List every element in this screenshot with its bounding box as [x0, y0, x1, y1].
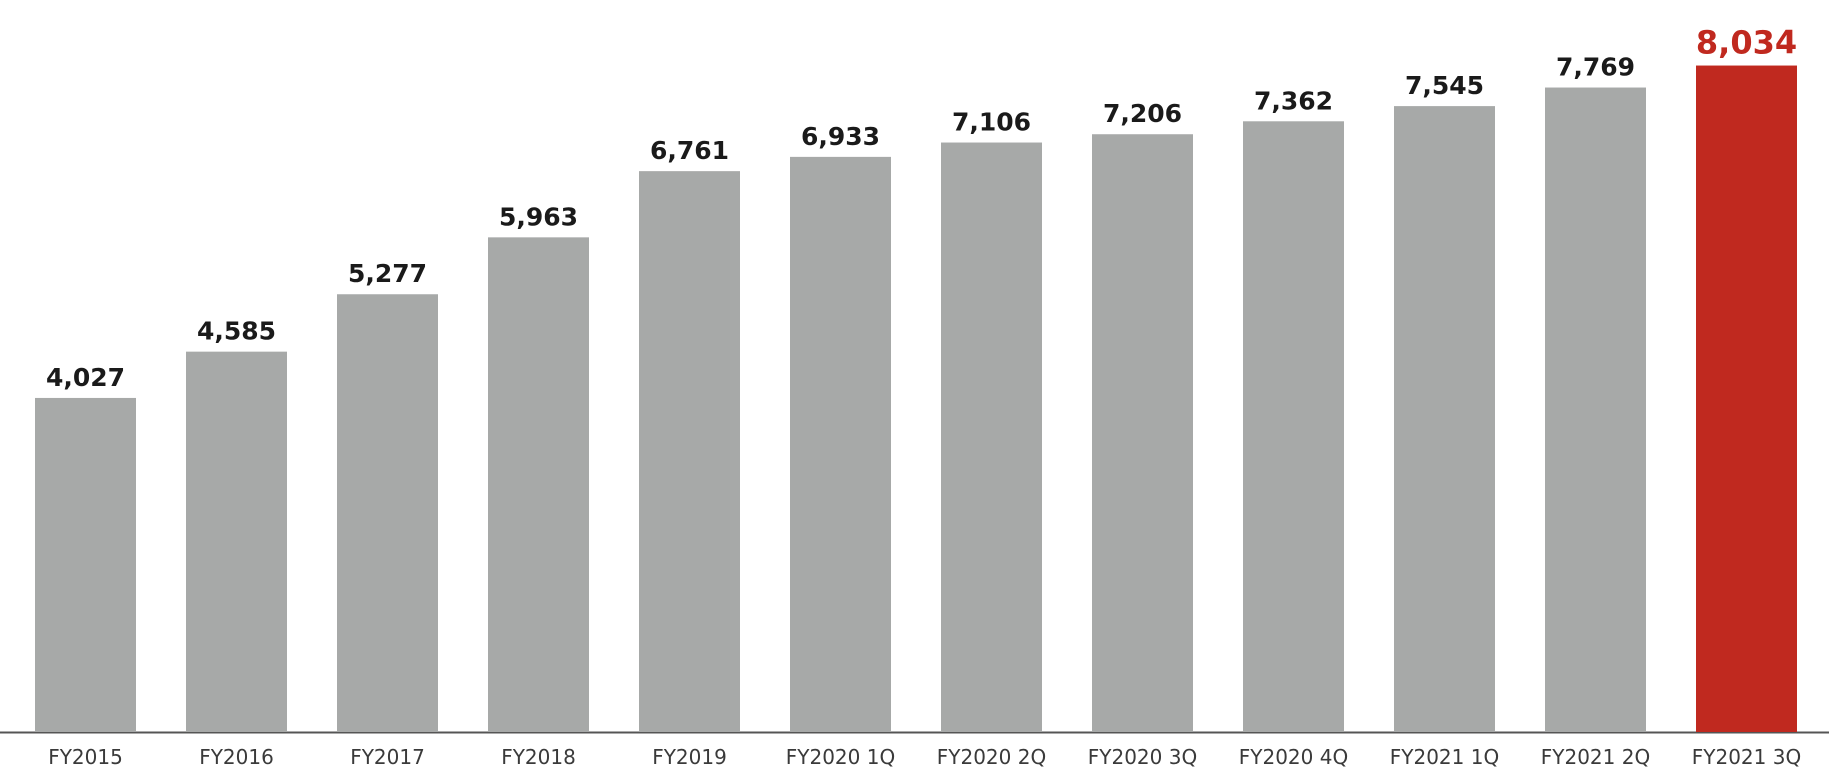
- bar: [186, 351, 287, 732]
- value-label: 5,963: [499, 202, 578, 231]
- value-label: 6,761: [650, 136, 729, 165]
- value-label: 7,206: [1103, 99, 1182, 128]
- x-tick-label: FY2017: [350, 745, 425, 769]
- x-tick-label: FY2019: [652, 745, 727, 769]
- bar: [337, 294, 438, 732]
- value-label: 7,545: [1405, 71, 1484, 100]
- bar: [1696, 65, 1797, 732]
- bar: [488, 237, 589, 732]
- x-tick-label: FY2015: [48, 745, 123, 769]
- bar: [1243, 121, 1344, 732]
- x-tick-label: FY2021 1Q: [1390, 745, 1499, 769]
- value-label: 7,106: [952, 108, 1031, 137]
- x-tick-label: FY2021 3Q: [1692, 745, 1801, 769]
- x-tick-label: FY2016: [199, 745, 274, 769]
- bar: [35, 397, 136, 732]
- value-label: 8,034: [1696, 24, 1797, 62]
- x-tick-label: FY2020 3Q: [1088, 745, 1197, 769]
- x-tick-label: FY2018: [501, 745, 576, 769]
- value-label: 5,277: [348, 259, 427, 288]
- bar: [1545, 87, 1646, 733]
- bar: [1394, 106, 1495, 732]
- x-tick-label: FY2020 2Q: [937, 745, 1046, 769]
- x-tick-label: FY2021 2Q: [1541, 745, 1650, 769]
- bar: [639, 171, 740, 733]
- value-label: 7,769: [1556, 53, 1635, 82]
- x-tick-label: FY2020 4Q: [1239, 745, 1348, 769]
- bar: [790, 156, 891, 733]
- value-label: 7,362: [1254, 86, 1333, 115]
- value-label: 4,585: [197, 317, 276, 346]
- value-label: 4,027: [46, 363, 125, 392]
- bar: [1092, 134, 1193, 732]
- x-tick-label: FY2020 1Q: [786, 745, 895, 769]
- value-label: 6,933: [801, 122, 880, 151]
- bar: [941, 142, 1042, 732]
